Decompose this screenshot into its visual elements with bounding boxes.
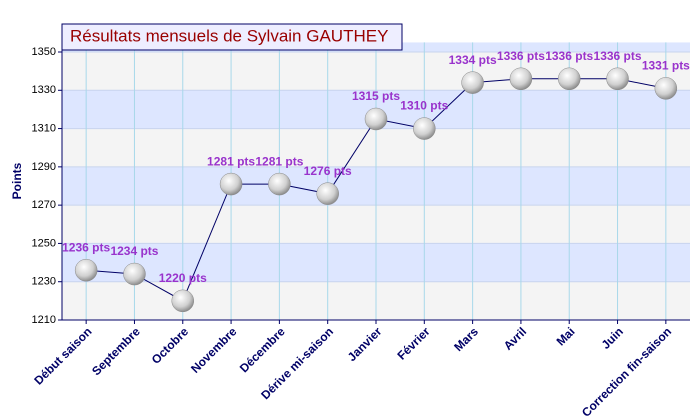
- y-tick-label: 1230: [32, 276, 56, 288]
- point: [509, 67, 533, 91]
- y-tick-label: 1330: [32, 84, 56, 96]
- point: [557, 67, 581, 91]
- data-label: 1334 pts: [449, 53, 497, 67]
- point: [316, 182, 339, 205]
- data-label: 1234 pts: [110, 244, 158, 258]
- point: [74, 258, 98, 282]
- data-label: 1236 pts: [62, 240, 110, 254]
- data-label: 1281 pts: [255, 154, 303, 168]
- y-axis-label: Points: [10, 162, 24, 199]
- point: [268, 172, 291, 196]
- y-tick-label: 1210: [32, 314, 56, 326]
- title-box: [61, 23, 403, 51]
- data-label: 1336 pts: [594, 49, 642, 63]
- data-label: 1281 pts: [207, 154, 255, 168]
- point: [171, 289, 195, 313]
- point: [606, 67, 629, 91]
- y-tick-label: 1350: [32, 46, 56, 58]
- data-label: 1336 pts: [497, 49, 545, 63]
- data-label: 1276 pts: [304, 164, 352, 178]
- point: [123, 262, 146, 286]
- y-tick-label: 1310: [32, 122, 56, 134]
- point: [413, 117, 436, 140]
- data-label: 1331 pts: [642, 59, 690, 73]
- y-tick-label: 1290: [32, 161, 56, 173]
- data-label: 1336 pts: [545, 49, 593, 63]
- point: [364, 107, 388, 131]
- point: [461, 71, 484, 94]
- point: [219, 172, 243, 196]
- data-label: 1310 pts: [400, 99, 448, 113]
- y-tick-label: 1250: [32, 237, 56, 249]
- data-label: 1220 pts: [159, 271, 207, 285]
- chart-title: Résultats mensuels de Sylvain GAUTHEY: [70, 26, 388, 45]
- y-tick-label: 1270: [32, 199, 56, 211]
- point: [654, 77, 678, 100]
- data-label: 1315 pts: [352, 89, 400, 103]
